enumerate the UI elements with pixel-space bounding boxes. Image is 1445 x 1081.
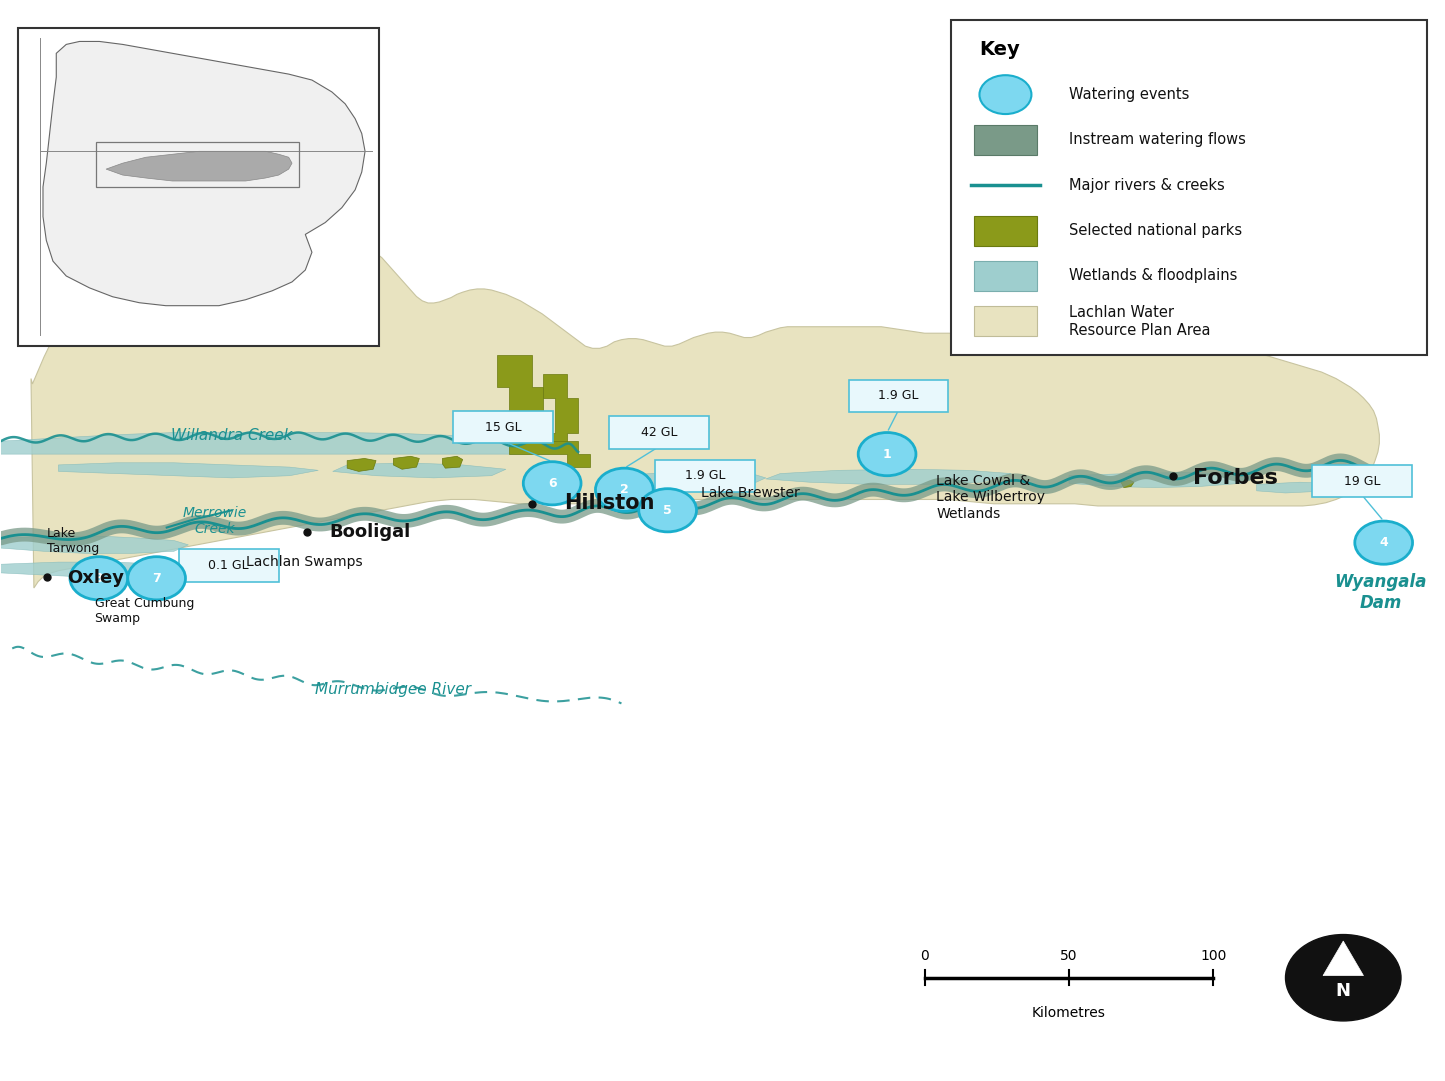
Text: 7: 7: [152, 572, 160, 585]
Polygon shape: [766, 469, 1011, 484]
Polygon shape: [58, 463, 318, 478]
Text: 1.9 GL: 1.9 GL: [685, 469, 725, 482]
Text: Lake
Tarwong: Lake Tarwong: [46, 526, 100, 555]
Text: Willandra Creek: Willandra Creek: [171, 428, 292, 443]
Circle shape: [858, 432, 916, 476]
Polygon shape: [1069, 472, 1257, 488]
Text: 42 GL: 42 GL: [640, 426, 678, 439]
Polygon shape: [1324, 942, 1364, 975]
Text: N: N: [1335, 982, 1351, 1000]
Text: 5: 5: [663, 504, 672, 517]
Text: Booligal: Booligal: [329, 523, 410, 540]
Text: 15 GL: 15 GL: [484, 421, 522, 433]
Text: Hillston: Hillston: [564, 493, 655, 512]
Bar: [17, 28, 379, 346]
Text: Wyangala
Dam: Wyangala Dam: [1335, 573, 1428, 612]
Polygon shape: [0, 536, 188, 553]
Text: Instream watering flows: Instream watering flows: [1069, 133, 1246, 147]
Text: Forbes: Forbes: [1194, 468, 1277, 488]
Polygon shape: [497, 355, 543, 443]
Text: 1.9 GL: 1.9 GL: [879, 389, 919, 402]
Text: Wetlands & floodplains: Wetlands & floodplains: [1069, 268, 1237, 283]
Polygon shape: [30, 229, 1380, 588]
Text: Kilometres: Kilometres: [1032, 1005, 1105, 1019]
Circle shape: [595, 468, 653, 511]
FancyBboxPatch shape: [1312, 465, 1412, 497]
Text: 4: 4: [1380, 536, 1389, 549]
Polygon shape: [347, 458, 376, 471]
Bar: [974, 215, 1038, 245]
Text: Watering events: Watering events: [1069, 88, 1189, 102]
Bar: [974, 124, 1038, 155]
Text: 50: 50: [1061, 949, 1078, 962]
Bar: [974, 306, 1038, 336]
Circle shape: [523, 462, 581, 505]
FancyBboxPatch shape: [656, 459, 754, 492]
FancyBboxPatch shape: [848, 379, 948, 412]
Polygon shape: [509, 441, 590, 467]
Polygon shape: [105, 151, 292, 181]
Text: 6: 6: [548, 477, 556, 490]
Circle shape: [639, 489, 696, 532]
Text: Major rivers & creeks: Major rivers & creeks: [1069, 177, 1225, 192]
FancyBboxPatch shape: [454, 411, 553, 443]
Circle shape: [127, 557, 185, 600]
Polygon shape: [393, 456, 419, 469]
Polygon shape: [0, 432, 549, 454]
Text: Lake Brewster: Lake Brewster: [701, 486, 799, 501]
Circle shape: [69, 557, 127, 600]
Polygon shape: [1257, 482, 1344, 493]
Text: 3: 3: [94, 572, 103, 585]
Text: 19 GL: 19 GL: [1344, 475, 1380, 488]
Text: Lachlan Swamps: Lachlan Swamps: [246, 555, 363, 569]
Text: Key: Key: [980, 40, 1020, 58]
Text: 0: 0: [920, 949, 929, 962]
Text: 100: 100: [1201, 949, 1227, 962]
Text: 0.1 GL: 0.1 GL: [208, 559, 249, 572]
Polygon shape: [543, 374, 578, 450]
Bar: [974, 261, 1038, 291]
Text: Lake Cowal &
Lake Wilbertroy
Wetlands: Lake Cowal & Lake Wilbertroy Wetlands: [936, 475, 1045, 521]
Polygon shape: [607, 471, 766, 486]
Text: Merrowie
Creek: Merrowie Creek: [182, 506, 247, 536]
Text: Murrumbidgee River: Murrumbidgee River: [315, 682, 471, 697]
Polygon shape: [43, 41, 366, 306]
Polygon shape: [0, 562, 188, 578]
Text: Oxley: Oxley: [66, 570, 124, 587]
Text: Selected national parks: Selected national parks: [1069, 223, 1243, 238]
Text: 2: 2: [620, 483, 629, 496]
Text: Great Cumbung
Swamp: Great Cumbung Swamp: [94, 597, 194, 625]
Text: Lachlan Water
Resource Plan Area: Lachlan Water Resource Plan Area: [1069, 305, 1211, 337]
Polygon shape: [442, 456, 462, 468]
Circle shape: [1355, 521, 1413, 564]
Polygon shape: [332, 463, 506, 478]
Polygon shape: [1121, 480, 1134, 488]
Bar: [951, 21, 1428, 355]
Bar: [97, 143, 299, 187]
Circle shape: [980, 76, 1032, 115]
FancyBboxPatch shape: [610, 416, 709, 449]
Text: 1: 1: [883, 448, 892, 461]
FancyBboxPatch shape: [179, 549, 279, 582]
Circle shape: [1286, 935, 1402, 1020]
